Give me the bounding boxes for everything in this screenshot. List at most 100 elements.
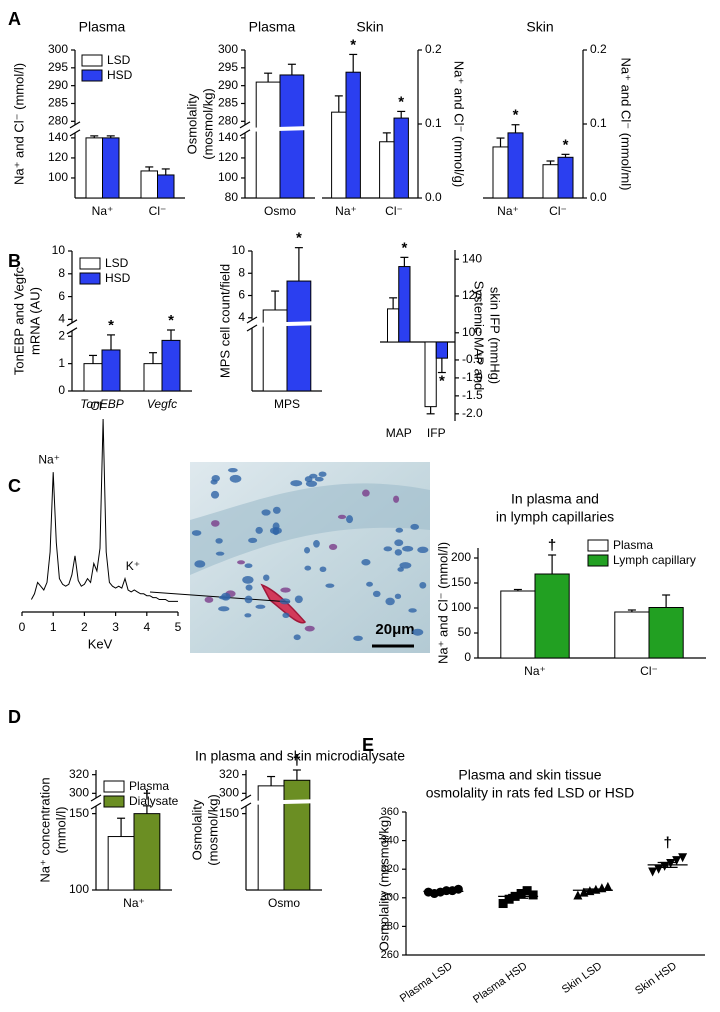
cell-nucleus xyxy=(255,526,263,534)
axis-break-mark xyxy=(239,121,251,129)
cell-nucleus xyxy=(318,471,327,477)
legend-swatch xyxy=(79,272,101,285)
y-axis-label: Na⁺ and Cl⁻ (mmol/g) xyxy=(452,61,467,187)
panel-label: D xyxy=(8,707,21,727)
y-tick-label: 100 xyxy=(48,170,68,184)
chart-title: Plasma and skin tissue xyxy=(458,767,601,783)
data-point xyxy=(516,889,526,899)
axis-break-mark xyxy=(239,129,251,137)
bar xyxy=(143,363,163,392)
y-tick-label: 260 xyxy=(381,949,399,961)
y-axis-label: (mosmol/kg) xyxy=(205,794,220,866)
legend-swatch xyxy=(81,54,103,67)
cell-nucleus xyxy=(204,596,214,603)
legend-swatch xyxy=(587,554,609,567)
cell-nucleus xyxy=(328,543,338,550)
significance-mark: * xyxy=(168,312,174,329)
bar xyxy=(157,174,175,199)
y-tick-label: 300 xyxy=(69,786,89,800)
y-tick-label: 120 xyxy=(218,150,238,164)
legend-swatch xyxy=(79,257,101,270)
cell-nucleus xyxy=(218,606,230,612)
cell-nucleus xyxy=(279,598,291,605)
cell-nucleus xyxy=(263,574,270,581)
x-tick-label: Na⁺ xyxy=(335,204,357,218)
cell-nucleus xyxy=(304,547,311,554)
bar xyxy=(331,111,347,199)
cell-nucleus xyxy=(397,567,404,572)
cell-nucleus xyxy=(221,592,231,601)
significance-mark: * xyxy=(401,239,407,256)
cell-nucleus xyxy=(242,575,254,584)
cell-nucleus xyxy=(346,515,354,524)
y-axis-label: TonEBP and Vegfc xyxy=(11,266,26,375)
x-tick-label: Cl⁻ xyxy=(549,204,567,218)
x-tick-label: IFP xyxy=(427,426,446,440)
x-tick-label: TonEBP xyxy=(80,397,124,411)
y-tick-label: -0.5 xyxy=(462,352,483,366)
cell-nucleus xyxy=(261,509,271,516)
axis-break-mark xyxy=(66,319,78,327)
cell-nucleus xyxy=(393,495,400,503)
axis-break-mark xyxy=(240,802,252,810)
legend-label: LSD xyxy=(107,53,131,67)
chart-title: in lymph capillaries xyxy=(496,509,614,525)
chart-title: Skin xyxy=(356,19,383,35)
cell-nucleus xyxy=(245,584,253,591)
bar xyxy=(435,341,448,359)
cell-nucleus xyxy=(408,608,417,613)
y-tick-label: 0.1 xyxy=(590,116,607,130)
legend-label: Lymph capillary xyxy=(613,553,696,567)
axis-break xyxy=(244,799,324,805)
cell-nucleus xyxy=(290,480,303,487)
data-point xyxy=(522,886,532,896)
significance-mark: † xyxy=(663,835,671,852)
y-tick-label: 280 xyxy=(381,920,399,932)
y-tick-label: 140 xyxy=(218,130,238,144)
cell-nucleus xyxy=(282,612,290,618)
x-tick-label: 4 xyxy=(143,620,150,634)
cell-nucleus xyxy=(361,559,371,566)
cell-nucleus xyxy=(304,625,315,632)
cell-nucleus xyxy=(280,587,291,593)
cell-nucleus xyxy=(385,597,395,606)
y-tick-label: 0.2 xyxy=(425,42,442,56)
bar xyxy=(102,137,120,199)
cell-nucleus xyxy=(248,537,258,544)
cell-nucleus xyxy=(229,474,242,483)
bar xyxy=(534,573,570,659)
y-axis-label: Na⁺ concentration xyxy=(37,777,52,882)
data-point xyxy=(453,884,463,894)
data-point xyxy=(672,856,682,866)
y-tick-label: -1.5 xyxy=(462,388,483,402)
legend-swatch xyxy=(103,780,125,793)
bar xyxy=(107,836,135,891)
chart-title: osmolality in rats fed LSD or HSD xyxy=(426,785,635,801)
data-point xyxy=(528,890,538,900)
y-tick-label: 1 xyxy=(58,356,65,370)
cell-nucleus xyxy=(293,634,301,641)
y-axis-label: Osmolality (mosmol/kg) xyxy=(376,816,391,952)
y-tick-label: 0.2 xyxy=(590,42,607,56)
x-tick-label: 0 xyxy=(19,620,26,634)
bar xyxy=(507,132,524,199)
panel-label: A xyxy=(8,9,21,29)
legend-label: HSD xyxy=(105,271,131,285)
bar xyxy=(101,349,121,392)
bar xyxy=(379,141,395,199)
cell-nucleus xyxy=(394,593,402,600)
cell-nucleus xyxy=(227,467,238,473)
axis-break xyxy=(70,323,194,330)
y-tick-label: 50 xyxy=(458,625,472,639)
axis-break-mark xyxy=(246,316,258,324)
cell-nucleus xyxy=(191,530,202,536)
axis-break-mark xyxy=(246,324,258,332)
y-tick-label: 300 xyxy=(218,42,238,56)
significance-mark: * xyxy=(398,93,404,110)
cell-nucleus xyxy=(394,539,404,547)
y-tick-label: 100 xyxy=(451,600,471,614)
bar xyxy=(393,117,409,199)
y-tick-label: 290 xyxy=(48,78,68,92)
cell-nucleus xyxy=(366,581,373,587)
x-tick-label: Skin LSD xyxy=(560,960,604,996)
